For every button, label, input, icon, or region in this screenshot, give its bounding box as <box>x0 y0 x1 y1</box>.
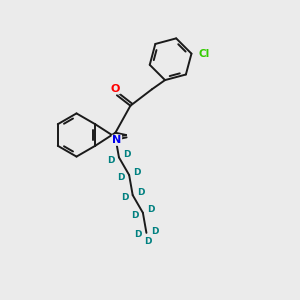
Text: Cl: Cl <box>198 49 210 58</box>
Text: D: D <box>123 150 130 159</box>
Text: D: D <box>147 206 154 214</box>
Text: D: D <box>134 230 142 239</box>
Text: D: D <box>131 211 139 220</box>
Text: O: O <box>111 84 120 94</box>
Text: D: D <box>118 173 125 182</box>
Text: D: D <box>107 156 115 165</box>
Text: D: D <box>137 188 144 197</box>
Text: D: D <box>133 168 141 177</box>
Text: N: N <box>112 135 122 145</box>
Text: D: D <box>144 237 152 246</box>
Text: D: D <box>151 227 158 236</box>
Text: D: D <box>121 194 128 202</box>
